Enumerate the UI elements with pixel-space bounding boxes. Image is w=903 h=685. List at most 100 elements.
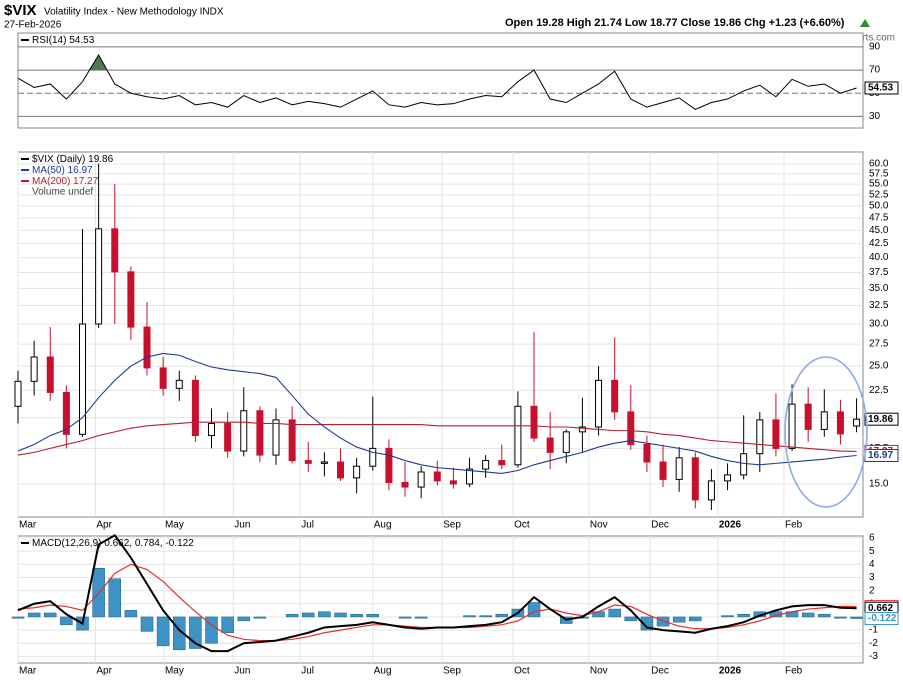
quote-value: 19.28 <box>536 17 564 29</box>
y-tick-label: -2 <box>869 638 878 649</box>
candle-body <box>578 426 586 433</box>
candle-body <box>417 471 425 488</box>
x-tick-label: Feb <box>785 520 803 531</box>
histogram-bar <box>479 615 492 618</box>
legend-swatch <box>21 542 29 544</box>
candle-body <box>804 403 812 430</box>
y-tick-label: -3 <box>869 651 878 662</box>
candle-body <box>482 460 490 470</box>
x-tick-label: Mar <box>19 666 37 677</box>
quote-label: Chg <box>744 17 765 29</box>
legend-entry: RSI(14) 54.53 <box>32 35 95 46</box>
value-box <box>864 81 899 95</box>
histogram-bar <box>463 615 476 618</box>
panel-frame <box>17 151 864 518</box>
y-tick-label: 90 <box>869 42 881 53</box>
highlight-ellipse <box>784 356 868 508</box>
x-tick-label: 2026 <box>719 520 742 531</box>
x-tick-label: May <box>165 666 184 677</box>
histogram-bar <box>60 616 73 626</box>
y-tick-label: 57.5 <box>869 168 889 179</box>
histogram-bar <box>672 616 686 623</box>
x-tick-label: Dec <box>651 666 669 677</box>
legend-entry: MACD(12,26,9) 0.662, 0.784, -0.122 <box>32 538 194 549</box>
candle-body <box>691 457 699 501</box>
histogram-bar <box>850 616 863 619</box>
value-box-label: -0.122 <box>868 613 897 624</box>
candle-body <box>611 379 619 413</box>
candle-body <box>191 379 199 437</box>
y-tick-label: 42.5 <box>869 238 889 249</box>
candle-body <box>530 405 538 439</box>
histogram-bar <box>205 616 218 644</box>
x-tick-label: Feb <box>785 666 803 677</box>
up-arrow <box>860 19 870 27</box>
candle-body <box>353 465 361 479</box>
legend-swatch <box>21 158 29 160</box>
histogram-bar <box>414 616 428 619</box>
legend-swatch <box>21 169 29 171</box>
candle-body <box>853 418 861 427</box>
legend-value: 16.97 <box>68 165 93 176</box>
histogram-bar <box>44 612 57 618</box>
candle-body <box>143 326 151 369</box>
histogram-bar <box>721 615 734 618</box>
x-tick-label: 2026 <box>719 666 742 677</box>
candle-body <box>788 403 796 449</box>
overbought-area <box>89 55 108 71</box>
series-line <box>17 352 857 474</box>
candle-body <box>659 461 667 480</box>
histogram-bar <box>624 616 638 622</box>
candle-body <box>675 457 683 480</box>
y-tick-label: 27.5 <box>869 339 889 350</box>
candle-body <box>724 474 732 482</box>
histogram-bar <box>495 614 509 618</box>
x-tick-label: Jul <box>301 520 314 531</box>
y-tick-label: 2 <box>869 585 875 596</box>
histogram-bar <box>801 612 815 618</box>
histogram-bar <box>11 616 25 619</box>
legend-name: RSI(14) <box>32 35 66 46</box>
y-tick-label: 3 <box>869 572 875 583</box>
candle-body <box>208 422 216 437</box>
quote: Open 19.28 High 21.74 Low 18.77 Close 19… <box>505 17 845 29</box>
value-box-label: 19.86 <box>868 414 893 425</box>
candle-body <box>498 460 506 466</box>
histogram-bar <box>156 616 170 647</box>
x-tick-label: Nov <box>590 520 608 531</box>
x-tick-label: Dec <box>651 520 669 531</box>
x-tick-label: May <box>165 520 184 531</box>
candle-body <box>562 431 570 453</box>
legend-name: MA(50) <box>32 165 65 176</box>
candle-body <box>772 419 780 449</box>
histogram-bar <box>366 614 380 618</box>
y-tick-label: 37.5 <box>869 267 889 278</box>
candle-body <box>79 323 87 435</box>
candle-body <box>820 411 828 430</box>
legend-name: $VIX (Daily) <box>32 154 85 165</box>
x-tick-label: Jun <box>234 666 250 677</box>
value-box-label: 16.97 <box>868 450 893 461</box>
value-box <box>864 412 899 426</box>
legend-swatch <box>21 39 29 41</box>
legend-separator: , <box>129 538 135 549</box>
candle-body <box>224 422 232 452</box>
histogram-bar <box>818 614 831 618</box>
y-tick-label: 45.0 <box>869 225 889 236</box>
series-line <box>17 421 857 456</box>
candle-body <box>95 228 103 325</box>
candle-body <box>707 480 715 501</box>
histogram-bar <box>318 611 331 618</box>
candle-body <box>836 411 844 435</box>
value-box-label: 0.662 <box>868 603 893 614</box>
x-tick-label: Jul <box>301 666 314 677</box>
candle-body <box>320 461 328 464</box>
x-tick-label: Jun <box>234 520 250 531</box>
y-tick-label: 6 <box>869 533 875 544</box>
candle-body <box>46 356 54 393</box>
histogram-bar <box>253 616 267 619</box>
histogram-bar <box>527 602 541 618</box>
candle-body <box>256 410 264 456</box>
y-tick-label: 52.5 <box>869 189 889 200</box>
candle-body <box>30 356 38 382</box>
